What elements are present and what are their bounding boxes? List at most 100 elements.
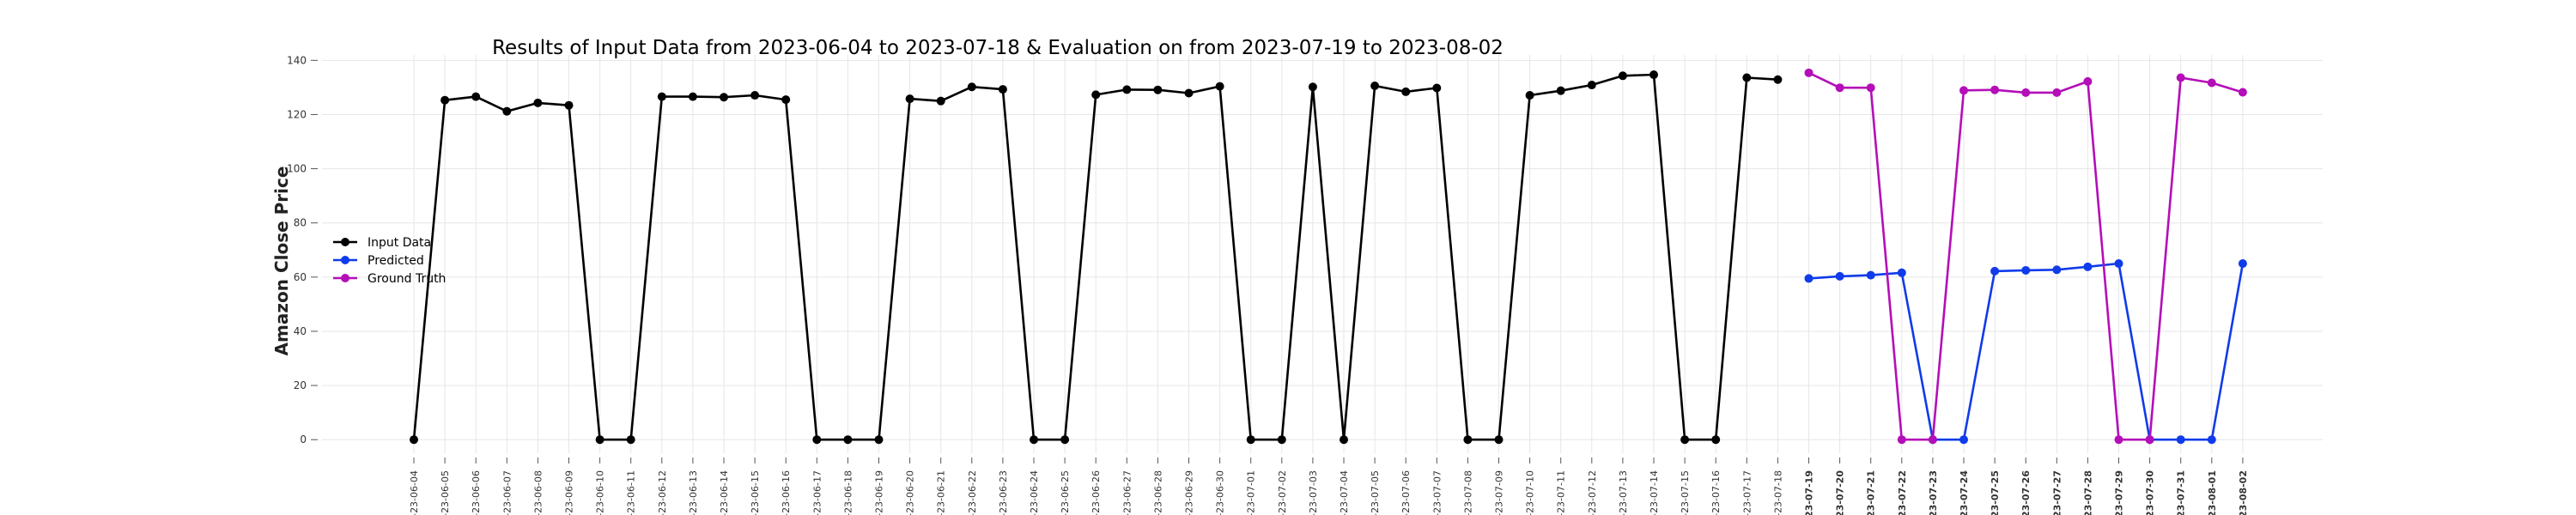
x-tick-label: -23-07-02: [1277, 470, 1288, 515]
data-point-ground-truth: [2145, 435, 2154, 445]
x-tick-label: -23-07-11: [1556, 470, 1567, 515]
data-point-predicted: [2238, 259, 2247, 269]
data-point-input-data: [1618, 71, 1627, 81]
x-tick-label: -23-06-17: [811, 470, 823, 515]
legend-item-predicted: Predicted: [333, 254, 424, 268]
data-point-input-data: [998, 85, 1007, 94]
x-tick-label: -23-06-19: [874, 470, 885, 515]
x-tick-label: -23-07-23: [1928, 470, 1939, 515]
data-point-predicted: [2083, 262, 2093, 271]
data-point-input-data: [440, 95, 450, 105]
legend-swatch-marker: [341, 274, 349, 282]
x-tick-label: -23-07-25: [1990, 470, 2001, 515]
data-point-input-data: [1091, 90, 1101, 100]
data-point-ground-truth: [1897, 435, 1906, 445]
data-point-predicted: [1804, 274, 1814, 283]
legend-label: Ground Truth: [368, 272, 446, 286]
data-point-input-data: [1432, 83, 1442, 93]
data-point-input-data: [1587, 81, 1596, 90]
x-tick-label: -23-07-10: [1525, 470, 1536, 515]
data-point-input-data: [1215, 82, 1224, 91]
data-point-input-data: [1773, 75, 1783, 84]
x-tick-label: -23-07-15: [1680, 470, 1691, 515]
x-tick-label: -23-06-05: [440, 470, 451, 515]
data-point-input-data: [1030, 435, 1038, 445]
x-tick-label: -23-07-14: [1649, 470, 1660, 515]
data-point-predicted: [2207, 435, 2216, 445]
grid: [322, 55, 2323, 453]
x-tick-label: -23-07-20: [1835, 470, 1846, 515]
x-tick-label: -23-06-13: [688, 470, 699, 515]
x-tick-label: -23-06-27: [1121, 470, 1133, 515]
x-tick-label: -23-07-19: [1804, 470, 1815, 515]
data-point-input-data: [1184, 88, 1194, 98]
data-point-ground-truth: [1804, 68, 1814, 77]
data-point-input-data: [1246, 435, 1255, 445]
y-tick-label: 120: [287, 108, 307, 120]
x-tick-label: -23-06-09: [564, 470, 575, 515]
data-point-ground-truth: [2021, 88, 2031, 97]
x-tick-label: -23-07-16: [1710, 470, 1722, 515]
x-tick-label: -23-06-25: [1060, 470, 1071, 515]
data-point-ground-truth: [2114, 435, 2123, 445]
data-point-input-data: [1308, 82, 1317, 92]
x-tick-label: -23-06-22: [967, 470, 978, 515]
legend-swatch-marker: [341, 256, 349, 264]
data-point-input-data: [936, 96, 945, 106]
data-point-input-data: [1340, 435, 1348, 445]
series-group: [410, 68, 2247, 445]
series-input-data: [410, 70, 1783, 445]
data-point-input-data: [874, 435, 884, 445]
series-ground-truth: [1804, 68, 2247, 445]
data-point-input-data: [657, 92, 666, 101]
x-tick-label: -23-06-28: [1152, 470, 1163, 515]
y-tick-label: 80: [294, 217, 307, 229]
x-tick-label: -23-06-16: [781, 470, 792, 515]
x-tick-label: -23-06-10: [595, 470, 606, 515]
data-point-input-data: [1060, 435, 1070, 445]
x-tick-label: -23-07-01: [1246, 470, 1257, 515]
x-tick-label: -23-07-31: [2176, 470, 2187, 515]
data-point-input-data: [1742, 73, 1752, 82]
x-tick-label: -23-07-06: [1400, 470, 1412, 515]
data-point-input-data: [502, 106, 512, 116]
x-tick-label: -23-07-17: [1741, 470, 1753, 515]
data-point-input-data: [720, 93, 728, 102]
data-point-input-data: [812, 435, 822, 445]
data-point-input-data: [1153, 85, 1163, 94]
data-point-predicted: [1866, 270, 1875, 280]
chart-title: Results of Input Data from 2023-06-04 to…: [492, 37, 1504, 59]
data-point-ground-truth: [2238, 88, 2247, 97]
legend-label: Predicted: [368, 254, 424, 268]
data-point-ground-truth: [1990, 85, 2000, 94]
data-point-predicted: [2021, 265, 2031, 275]
data-point-input-data: [967, 82, 976, 92]
data-point-input-data: [564, 100, 574, 110]
y-tick-label: 60: [294, 271, 307, 283]
x-tick-label: -23-07-28: [2082, 470, 2093, 515]
x-tick-label: -23-06-07: [501, 470, 513, 515]
legend-swatch-marker: [341, 238, 349, 246]
x-tick-label: -23-07-26: [2020, 470, 2032, 515]
data-point-input-data: [595, 435, 605, 445]
x-tick-label: -23-06-06: [471, 470, 482, 515]
legend: Input Data Predicted Ground Truth: [333, 236, 446, 286]
data-point-predicted: [1959, 435, 1968, 445]
x-tick-label: -23-07-04: [1339, 470, 1350, 515]
data-point-input-data: [626, 435, 635, 445]
x-tick-label: -23-07-29: [2114, 470, 2125, 515]
data-point-ground-truth: [2052, 88, 2062, 97]
data-point-input-data: [1401, 87, 1411, 96]
data-point-input-data: [1649, 70, 1658, 80]
x-tick-label: -23-06-08: [532, 470, 544, 515]
x-tick-label: -23-07-24: [1959, 470, 1970, 515]
data-point-ground-truth: [2176, 73, 2185, 82]
x-tick-label: -23-06-21: [936, 470, 947, 515]
data-point-ground-truth: [1928, 435, 1937, 445]
x-axis-ticks: -23-06-04 -23-06-05 -23-06-06 -23-06-07 -23-…: [409, 457, 2249, 515]
y-tick-label: 140: [287, 54, 307, 66]
x-tick-label: -23-06-26: [1091, 470, 1102, 515]
y-tick-label: 100: [287, 163, 307, 175]
x-tick-label: -23-06-23: [998, 470, 1009, 515]
x-tick-label: -23-07-13: [1618, 470, 1629, 515]
